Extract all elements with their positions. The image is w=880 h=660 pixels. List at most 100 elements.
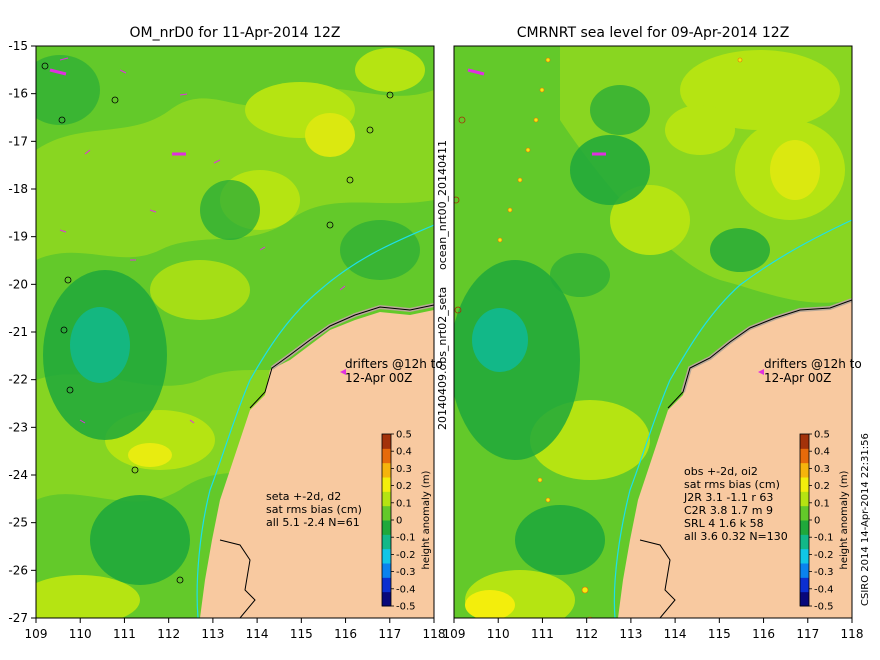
x-tick-label: 111 [531, 627, 554, 641]
left-panel-title: OM_nrD0 for 11-Apr-2014 12Z [130, 25, 341, 41]
colorbar-swatch [382, 434, 391, 449]
colorbar-tick-label: -0.3 [814, 567, 834, 578]
y-tick-label: -22 [8, 373, 28, 387]
colorbar-tick-label: -0.4 [814, 584, 834, 595]
colorbar-tick-label: -0.4 [396, 584, 416, 595]
colorbar-label: height anomaly (m) [421, 470, 432, 569]
colorbar-swatch [800, 563, 809, 578]
left-drifter-arrow-icon [340, 369, 346, 375]
y-tick-label: -23 [8, 420, 28, 434]
colorbar-swatch [800, 591, 809, 607]
right-panel-title: CMRNRT sea level for 09-Apr-2014 12Z [517, 25, 790, 41]
x-tick-label: 118 [423, 627, 446, 641]
right-copyright-label: CSIRO 2014 14-Apr-2014 22:31:56 [860, 433, 871, 606]
colorbar-swatch [382, 591, 391, 607]
colorbar-tick-label: 0.3 [814, 464, 830, 475]
x-tick-label: 110 [487, 627, 510, 641]
left-drifter-legend-line2: 12-Apr 00Z [345, 371, 412, 385]
colorbar-swatch [800, 491, 809, 507]
x-tick-label: 109 [25, 627, 48, 641]
y-tick-label: -27 [8, 611, 28, 625]
colorbar-tick-label: -0.2 [814, 550, 834, 561]
colorbar-tick-label: -0.2 [396, 550, 416, 561]
colorbar-swatch [800, 448, 809, 464]
x-tick-label: 117 [796, 627, 819, 641]
colorbar-tick-label: 0.3 [396, 464, 412, 475]
x-tick-label: 118 [841, 627, 864, 641]
y-tick-label: -21 [8, 325, 28, 339]
x-tick-label: 114 [246, 627, 269, 641]
left-stats-line: seta +-2d, d2 [266, 490, 341, 503]
middle-top-run-label: ocean_nrt00_20140411 [436, 140, 449, 270]
colorbar-tick-label: 0.1 [396, 498, 412, 509]
right-colorbar: 0.5 0.4 0.3 0.2 0.1 0 -0.1 -0.2 -0.3 -0.4 -0.5 heig… [799, 430, 850, 613]
right-stats-line: obs +-2d, oi2 [684, 465, 758, 478]
colorbar-tick-label: -0.3 [396, 567, 416, 578]
colorbar-tick-label: -0.1 [814, 533, 834, 544]
colorbar-swatch [382, 462, 391, 478]
left-stats-block: seta +-2d, d2 sat rms bias (cm) all 5.1 … [266, 490, 362, 529]
middle-run-label: 20140409.obs_nrt02_seta [436, 287, 449, 430]
colorbar-tick-label: -0.5 [814, 602, 834, 613]
left-drifter-legend: drifters @12h to 12-Apr 00Z [340, 357, 443, 385]
x-tick-label: 113 [619, 627, 642, 641]
left-y-ticks: -15 -16 -17 -18 -19 -20 -21 -22 -23 -24 -25 -26 -27 [8, 39, 36, 625]
x-tick-label: 111 [113, 627, 136, 641]
right-stats-line: C2R 3.8 1.7 m 9 [684, 504, 773, 517]
x-tick-label: 115 [708, 627, 731, 641]
left-drifter-legend-line1: drifters @12h to [345, 357, 443, 371]
colorbar-tick-label: 0 [814, 516, 820, 527]
left-colorbar: 0.5 0.4 0.3 0.2 0.1 0 -0.1 -0.2 -0.3 -0.4 -0.5 heig… [381, 430, 432, 613]
colorbar-swatch [800, 520, 809, 535]
colorbar-swatch [800, 462, 809, 478]
right-map-panel: 109 110 111 112 113 114 115 116 117 118 CMRNRT se… [443, 25, 864, 641]
y-tick-label: -19 [8, 230, 28, 244]
x-tick-label: 112 [575, 627, 598, 641]
colorbar-swatch [800, 548, 809, 564]
colorbar-swatch [382, 577, 391, 593]
colorbar-swatch [382, 491, 391, 507]
colorbar-tick-label: 0.4 [396, 447, 412, 458]
y-tick-label: -24 [8, 468, 28, 482]
colorbar-tick-label: 0 [396, 516, 402, 527]
right-stats-line: sat rms bias (cm) [684, 478, 780, 491]
left-x-ticks: 109 110 111 112 113 114 115 116 117 118 [25, 618, 446, 641]
left-map-panel: 109 110 111 112 113 114 115 116 117 118 -15 -16 -17… [8, 25, 445, 641]
colorbar-swatch [800, 505, 809, 521]
right-drifter-legend: drifters @12h to 12-Apr 00Z [758, 357, 862, 385]
y-tick-label: -18 [8, 182, 28, 196]
colorbar-swatch [382, 520, 391, 535]
y-tick-label: -25 [8, 516, 28, 530]
colorbar-tick-label: 0.2 [814, 481, 830, 492]
right-stats-line: J2R 3.1 -1.1 r 63 [683, 491, 773, 504]
right-stats-block: obs +-2d, oi2 sat rms bias (cm) J2R 3.1 … [683, 465, 788, 543]
y-tick-label: -15 [8, 39, 28, 53]
right-x-ticks: 109 110 111 112 113 114 115 116 117 118 [443, 618, 864, 641]
colorbar-swatch [382, 563, 391, 578]
right-drifter-legend-line1: drifters @12h to [764, 357, 862, 371]
colorbar-label: height anomaly (m) [839, 470, 850, 569]
colorbar-tick-label: 0.4 [814, 447, 830, 458]
colorbar-swatch [382, 548, 391, 564]
right-drifter-legend-line2: 12-Apr 00Z [764, 371, 831, 385]
y-tick-label: -26 [8, 563, 28, 577]
colorbar-tick-label: 0.2 [396, 481, 412, 492]
left-sea-level-field [36, 46, 434, 618]
x-tick-label: 110 [69, 627, 92, 641]
right-stats-line: SRL 4 1.6 k 58 [684, 517, 764, 530]
x-tick-label: 116 [752, 627, 775, 641]
x-tick-label: 112 [157, 627, 180, 641]
colorbar-swatch [800, 534, 809, 550]
x-tick-label: 109 [443, 627, 466, 641]
colorbar-tick-label: -0.1 [396, 533, 416, 544]
right-stats-line: all 3.6 0.32 N=130 [684, 530, 788, 543]
y-tick-label: -17 [8, 134, 28, 148]
colorbar-swatch [800, 477, 809, 492]
colorbar-tick-label: 0.5 [814, 430, 830, 441]
y-tick-label: -20 [8, 277, 28, 291]
colorbar-swatch [382, 477, 391, 492]
y-tick-label: -16 [8, 87, 28, 101]
colorbar-swatch [382, 448, 391, 464]
colorbar-swatch [382, 505, 391, 521]
